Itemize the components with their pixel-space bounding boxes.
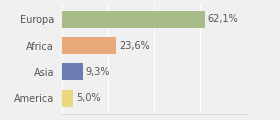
Bar [62,37,116,54]
Bar [62,90,73,107]
Text: 5,0%: 5,0% [76,93,101,103]
Text: 23,6%: 23,6% [119,41,150,51]
Bar [62,63,83,81]
Bar [62,11,205,28]
Text: 62,1%: 62,1% [208,14,239,24]
Text: 9,3%: 9,3% [86,67,110,77]
